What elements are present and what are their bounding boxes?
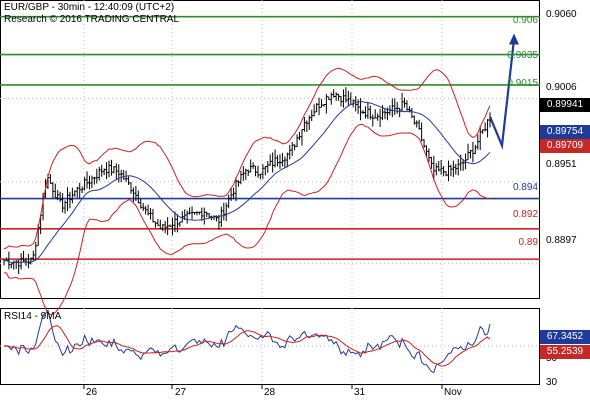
rsi-ma-tag: 55.2539 (540, 345, 590, 359)
x-label-26: 26 (86, 387, 98, 398)
rsi-value-tag: 67.3452 (540, 330, 590, 344)
band-price-tag: 0.89709 (540, 139, 590, 153)
chart-header-line2: Research © 2016 TRADING CENTRAL (4, 14, 180, 25)
level-label-892: 0.892 (512, 209, 538, 220)
level-label-906: 0.906 (512, 15, 538, 26)
indicator-title: RSI14 - 9MA (4, 311, 62, 322)
projection-arrow-line (488, 39, 516, 150)
rsi-ma-line (3, 325, 491, 367)
price-tick-2: 0.8951 (546, 159, 577, 170)
projection-arrowhead (509, 33, 519, 45)
price-tick-1: 0.9006 (546, 82, 577, 93)
last-price-tag: 0.89941 (540, 98, 590, 112)
rsi-panel-frame (0, 308, 540, 385)
x-label-28: 28 (264, 387, 276, 398)
ma-price-tag: 0.89754 (540, 125, 590, 139)
level-label-894: 0.894 (512, 182, 538, 193)
bollinger-upper (3, 67, 491, 250)
price-panel-frame (0, 0, 540, 299)
candles-group (3, 87, 492, 275)
moving-average-line (3, 101, 491, 264)
x-label-31: 31 (354, 387, 366, 398)
price-tick-0: 0.9060 (546, 9, 577, 20)
chart-header-line1: EUR/GBP - 30min - 12:40:09 (UTC+2) (4, 2, 175, 13)
x-label-nov: Nov (444, 387, 462, 398)
x-label-27: 27 (175, 387, 187, 398)
rsi-tick-30: 30 (546, 377, 558, 388)
bollinger-lower (3, 123, 491, 316)
price-tick-3: 0.8897 (546, 235, 577, 246)
rsi-line (3, 309, 491, 374)
level-label-89: 0.89 (518, 237, 538, 248)
level-label-9035: 0.9035 (507, 50, 538, 61)
level-label-9015: 0.9015 (507, 78, 538, 89)
